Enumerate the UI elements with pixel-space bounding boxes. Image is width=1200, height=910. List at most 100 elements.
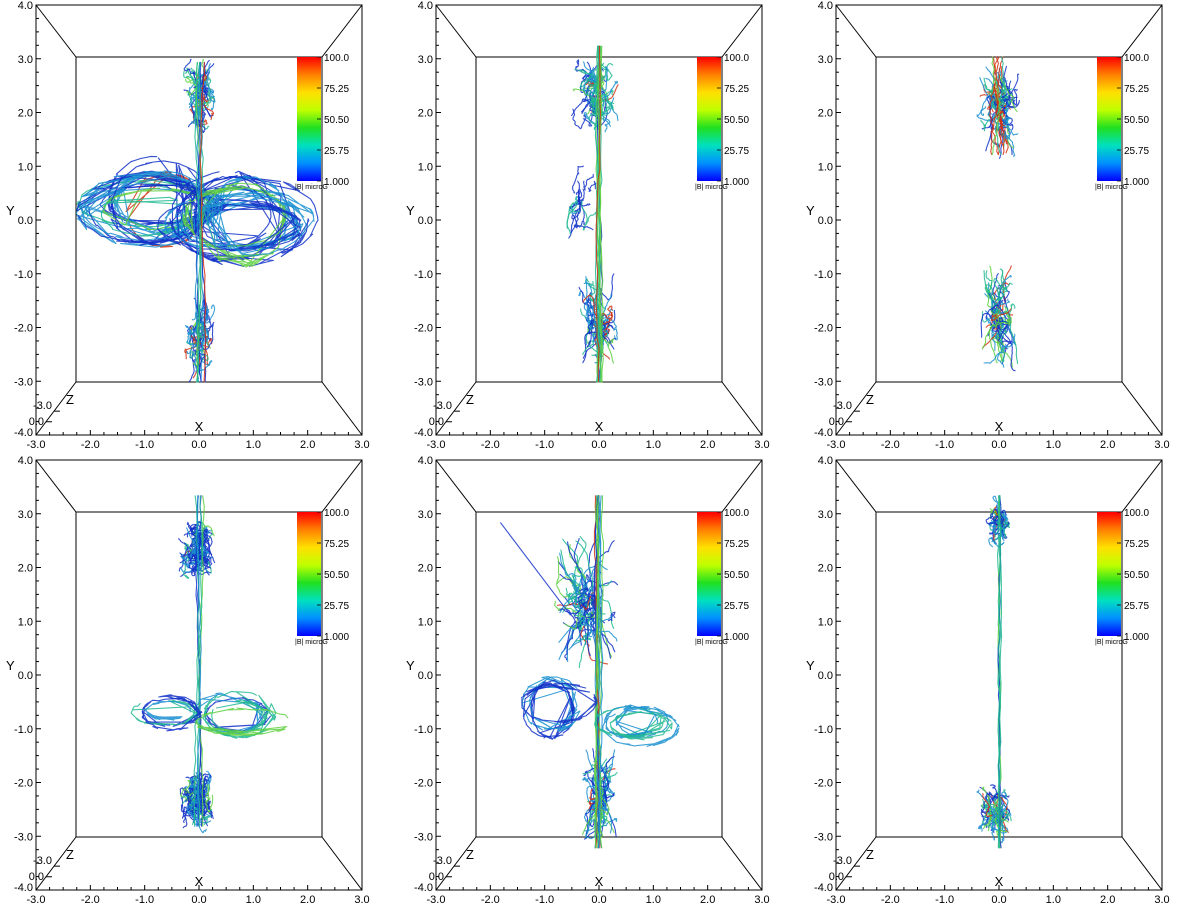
streamline	[599, 66, 608, 93]
streamline	[141, 697, 203, 727]
box-edge	[435, 381, 477, 436]
colorbar: 100.0 75.25 50.50 25.75 1.000|B| microG	[695, 53, 749, 191]
x-tick-label: -3.0	[427, 439, 446, 451]
x-tick-label: 0.0	[191, 894, 206, 906]
y-tick-label: 1.0	[418, 161, 433, 173]
colorbar-tick-label: 100.0	[724, 508, 749, 519]
y-tick-label: -4.0	[14, 882, 33, 894]
y-tick-label: -2.0	[414, 323, 433, 335]
streamline	[985, 315, 996, 351]
x-tick-label: 3.0	[354, 439, 369, 451]
x-axis: -3.0 -2.0 -1.0 0.0 1.0 2.0 3.0 X	[427, 419, 770, 451]
y-tick-label: 0.0	[418, 670, 433, 682]
streamline	[577, 188, 585, 222]
streamline	[990, 56, 1000, 156]
z-axis: -3.0 0.0 Z	[829, 847, 874, 883]
streamline	[183, 556, 190, 580]
box-edge	[1121, 459, 1163, 513]
y-tick-label: -1.0	[414, 269, 433, 281]
colorbar-tick-label: 1.000	[324, 632, 349, 643]
streamline	[197, 307, 210, 320]
box-edge	[321, 836, 363, 891]
x-tick-label: 1.0	[1046, 439, 1061, 451]
streamline	[583, 173, 594, 191]
x-tick-label: 1.0	[246, 439, 261, 451]
streamlines	[130, 495, 289, 834]
streamline	[197, 100, 205, 112]
streamline	[983, 84, 1004, 106]
y-tick-label: -2.0	[14, 778, 33, 790]
x-axis-label: X	[595, 419, 604, 434]
colorbar-tick-label: 1.000	[1124, 632, 1149, 643]
box-edge	[835, 4, 877, 58]
streamline	[182, 185, 288, 247]
x-tick-label: -2.0	[81, 439, 100, 451]
y-axis-label: Y	[6, 203, 15, 218]
panel-2: -3.0 -2.0 -1.0 0.0 1.0 2.0 3.0 X -3.0 -2.0 -1.0 0.0…	[400, 0, 800, 455]
x-tick-label: 2.0	[700, 439, 715, 451]
streamline	[980, 118, 990, 132]
streamline	[195, 495, 202, 827]
streamline	[988, 791, 1007, 800]
x-tick-label: -2.0	[881, 439, 900, 451]
streamline	[528, 676, 581, 732]
streamlines	[75, 58, 319, 383]
x-tick-label: -1.0	[135, 894, 154, 906]
streamline	[598, 495, 605, 849]
streamline	[976, 106, 991, 123]
x-axis-label: X	[995, 874, 1004, 889]
streamline	[144, 700, 191, 721]
streamline	[199, 61, 207, 383]
streamline	[198, 538, 211, 565]
streamline	[582, 340, 602, 356]
z-axis-label: Z	[866, 847, 874, 862]
streamline	[985, 515, 999, 525]
colorbar-tick-label: 25.75	[724, 601, 749, 612]
x-tick-label: -3.0	[827, 894, 846, 906]
box-edge	[35, 381, 77, 436]
colorbar-tick-label: 25.75	[1124, 601, 1149, 612]
streamline	[982, 793, 993, 818]
streamline	[1000, 76, 1018, 113]
colorbar-tick-label: 50.50	[724, 115, 749, 126]
colorbar: 100.0 75.25 50.50 25.75 1.000|B| microG	[295, 53, 349, 191]
streamline	[209, 88, 215, 111]
y-tick-label: 1.0	[818, 161, 833, 173]
streamlines	[976, 56, 1020, 372]
box-edge	[835, 459, 877, 513]
colorbar-tick-label: 100.0	[324, 508, 349, 519]
y-tick-label: 1.0	[18, 616, 33, 628]
streamline	[203, 299, 213, 333]
colorbar-unit-label: |B| microG	[295, 184, 328, 191]
y-tick-label: -4.0	[814, 882, 833, 894]
streamline	[989, 823, 996, 841]
y-tick-label: -3.0	[14, 376, 33, 388]
streamline	[195, 61, 203, 383]
y-tick-label: -3.0	[414, 831, 433, 843]
streamline	[191, 806, 209, 827]
x-tick-label: -1.0	[135, 439, 154, 451]
y-tick-label: -3.0	[814, 831, 833, 843]
z-tick-label: 0.0	[29, 416, 44, 428]
streamline	[521, 682, 598, 724]
streamline	[981, 313, 1011, 350]
z-axis: -3.0 0.0 Z	[429, 392, 474, 428]
streamline	[990, 519, 1000, 535]
streamline	[999, 325, 1006, 363]
z-axis-label: Z	[66, 392, 74, 407]
box-edge	[435, 4, 477, 58]
x-axis: -3.0 -2.0 -1.0 0.0 1.0 2.0 3.0 X	[27, 874, 370, 906]
y-tick-label: -2.0	[14, 323, 33, 335]
streamline	[205, 794, 214, 813]
streamline	[585, 275, 607, 330]
box-edge	[321, 381, 363, 436]
streamline	[565, 587, 586, 604]
colorbar: 100.0 75.25 50.50 25.75 1.000|B| microG	[1095, 508, 1149, 646]
streamline	[186, 329, 196, 343]
streamline	[568, 208, 581, 239]
streamline	[985, 270, 994, 301]
box-edge	[321, 459, 363, 513]
streamline	[588, 104, 597, 125]
streamline	[559, 574, 585, 614]
x-axis: -3.0 -2.0 -1.0 0.0 1.0 2.0 3.0 X	[27, 419, 370, 451]
